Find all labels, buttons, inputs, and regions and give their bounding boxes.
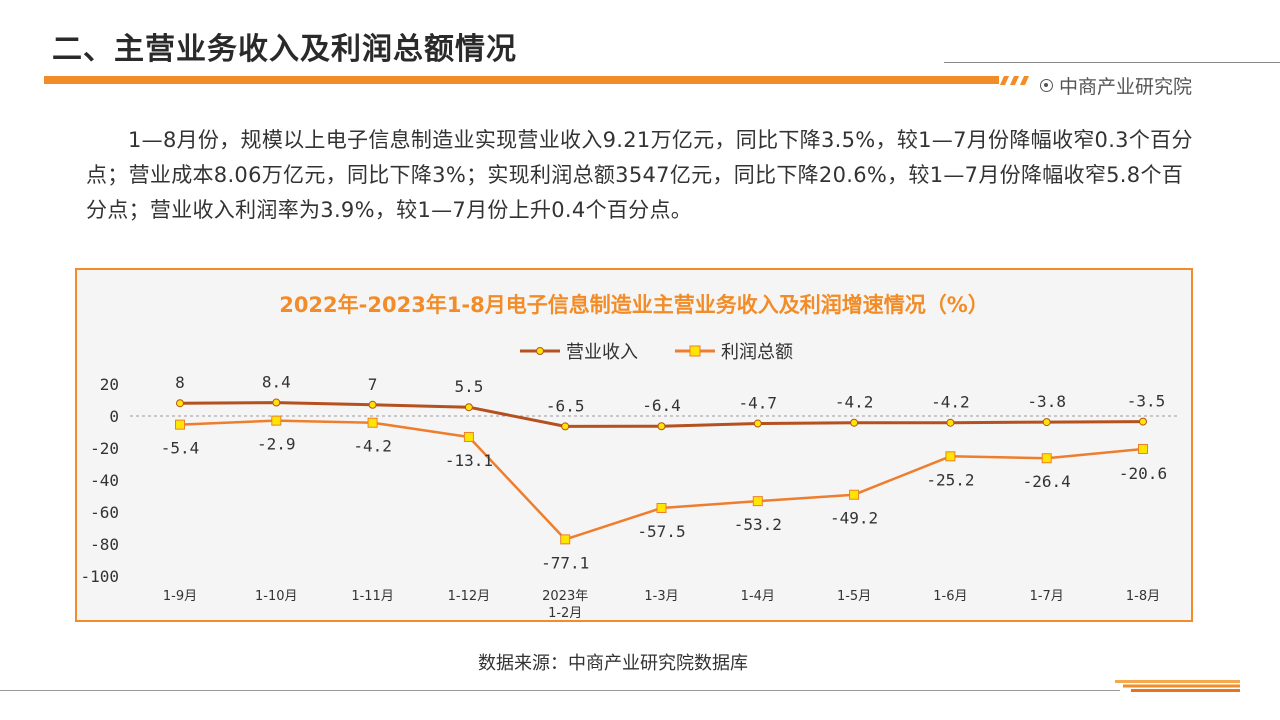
revenue-point [176,399,184,408]
profit-point [849,489,860,500]
revenue-point [368,400,377,409]
profit-point [945,451,956,462]
profit-label: -5.4 [161,439,200,458]
title-underline [44,76,999,84]
x-tick-label: 1-6月 [933,589,967,604]
revenue-label: -3.5 [1127,392,1166,411]
brand-label: 中商产业研究院 [1040,72,1192,99]
revenue-label: -4.2 [931,393,970,412]
header-divider [944,62,1280,63]
footer-divider [0,690,1120,691]
y-tick-label: 0 [109,407,119,426]
revenue-point [1042,418,1051,427]
legend-label: 营业收入 [566,342,638,363]
legend-marker-profit [689,345,701,357]
revenue-label: 5.5 [454,377,483,396]
revenue-label: -6.5 [546,396,585,415]
revenue-label: -4.2 [835,393,874,412]
x-tick-label: 1-9月 [163,589,197,604]
revenue-point [753,419,762,428]
profit-point [175,419,185,430]
profit-label: -20.6 [1119,464,1167,483]
profit-point [752,496,763,507]
x-tick-label: 1-11月 [351,589,394,604]
revenue-point [850,418,859,427]
revenue-point [657,422,666,431]
profit-point [656,503,667,513]
profit-label: -57.5 [637,522,685,541]
x-tick-label: 1-5月 [837,589,871,604]
chart-frame [75,268,1193,622]
chart-title: 2022年-2023年1-8月电子信息制造业主营业务收入及利润增速情况（%） [279,293,989,317]
x-tick-label: 1-2月 [548,606,582,621]
revenue-point [1139,417,1147,426]
profit-label: -49.2 [830,509,878,528]
revenue-point [561,422,570,431]
revenue-point [464,403,473,412]
y-tick-label: -40 [90,471,119,490]
x-tick-label: 1-8月 [1126,589,1160,604]
x-tick-label: 1-3月 [644,589,678,604]
y-tick-label: -100 [80,567,119,586]
x-tick-label: 1-7月 [1030,589,1064,604]
page-title: 二、主营业务收入及利润总额情况 [52,32,517,67]
data-source: 数据来源：中商产业研究院数据库 [478,653,748,674]
y-tick-label: -80 [90,535,119,554]
revenue-label: 8.4 [262,373,291,392]
profit-label: -25.2 [926,470,974,489]
revenue-label: 8 [175,373,185,392]
profit-point [367,417,378,428]
x-tick-label: 1-4月 [741,589,775,604]
profit-point [271,415,282,426]
profit-point [1041,453,1052,464]
revenue-label: -4.7 [739,394,778,413]
profit-label: -77.1 [541,553,589,572]
revenue-label: -3.8 [1027,392,1066,411]
revenue-label: -6.4 [642,396,681,415]
profit-point [560,534,571,545]
profit-label: -2.9 [257,435,296,454]
revenue-point [946,418,955,427]
chart: 2022年-2023年1-8月电子信息制造业主营业务收入及利润增速情况（%） 营业… [80,293,1180,621]
legend-marker-revenue [536,347,544,355]
legend-label: 利润总额 [721,342,793,363]
profit-point [463,431,474,442]
profit-label: -53.2 [734,515,782,534]
header-stripes [1000,76,1029,85]
summary-paragraph: 1—8月份，规模以上电子信息制造业实现营业收入9.21万亿元，同比下降3.5%，… [86,128,1193,222]
profit-label: -26.4 [1023,472,1071,491]
x-tick-label: 2023年 [542,589,588,604]
footer-stripes [1115,680,1240,692]
x-tick-label: 1-10月 [255,589,298,604]
profit-point [1138,443,1148,454]
y-tick-label: -20 [90,439,119,458]
target-icon [1040,79,1053,92]
revenue-point [272,398,281,407]
revenue-label: 7 [368,375,378,394]
profit-label: -13.1 [445,451,493,470]
x-tick-label: 1-12月 [448,589,491,604]
profit-label: -4.2 [353,437,392,456]
y-tick-label: 20 [100,375,119,394]
y-tick-label: -60 [90,503,119,522]
brand-name: 中商产业研究院 [1059,76,1193,98]
